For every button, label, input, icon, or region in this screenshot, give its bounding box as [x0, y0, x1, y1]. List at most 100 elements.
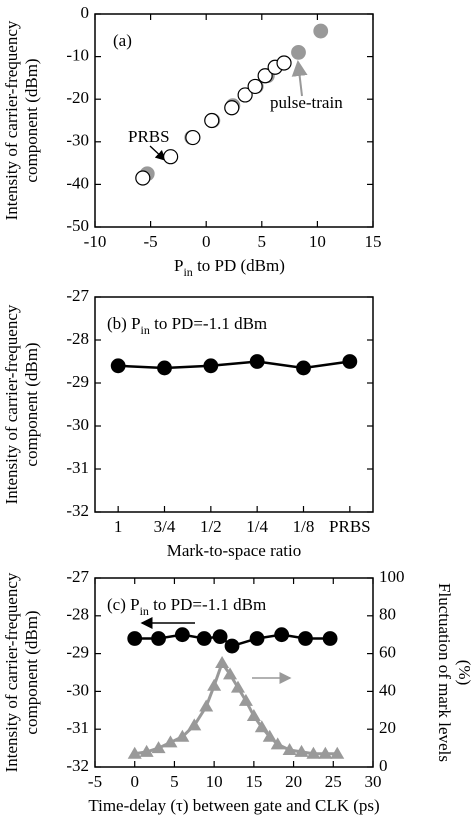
triangle-marker [282, 742, 297, 755]
plot-frame [94, 13, 374, 228]
triangle-marker [318, 746, 333, 759]
x-tick-label: PRBS [329, 517, 371, 536]
x-axis-label: Mark-to-space ratio [167, 541, 302, 560]
x-tick-label: 1/2 [200, 517, 222, 536]
series-line [134, 633, 331, 648]
triangle-marker [139, 744, 154, 757]
x-axis-label-part: P [174, 256, 183, 275]
y2-tick-label: 100 [379, 567, 405, 586]
point [298, 631, 313, 646]
y-tick-label: -30 [66, 415, 89, 434]
triangle-marker [207, 678, 222, 691]
y2-tick-label: 60 [379, 643, 396, 662]
y-axis-label: Intensity of carrier-frequency [2, 572, 21, 772]
triangle-marker [270, 737, 285, 750]
x-tick-label: 1 [114, 517, 123, 536]
series-label: pulse-train [270, 93, 343, 112]
plot-frame [94, 577, 374, 768]
y-tick-label: -30 [66, 680, 89, 699]
point [127, 631, 143, 646]
triangle-marker [151, 741, 166, 754]
triangle-marker [262, 729, 277, 742]
y-axis-label: Intensity of carrier-frequency [2, 20, 21, 220]
point [237, 87, 253, 103]
triangle-marker [127, 746, 142, 759]
point [204, 112, 220, 129]
x-tick-label: -10 [84, 232, 107, 251]
y-tick-label: -31 [66, 718, 89, 737]
x-axis-label: Time-delay (τ) between gate and CLK (ps) [88, 796, 379, 815]
x-tick-label: 10 [309, 232, 326, 251]
point [135, 170, 151, 186]
triangle-marker [294, 744, 309, 757]
triangle-marker [175, 729, 190, 742]
point [196, 631, 212, 646]
y2-tick-label: 40 [379, 680, 396, 699]
y-tick-label: -28 [66, 605, 89, 624]
y-axis-label: component (dBm) [22, 610, 41, 734]
y-axis-label: component (dBm) [22, 342, 41, 466]
series-label: PRBS [128, 127, 170, 146]
x-tick-label: -5 [144, 232, 158, 251]
y-tick-label: -32 [66, 756, 89, 775]
y2-tick-label: 0 [379, 756, 388, 775]
x-tick-label: 5 [258, 232, 267, 251]
y-tick-label: -32 [66, 501, 89, 520]
x-tick-label: 5 [170, 772, 179, 791]
arrow [291, 60, 308, 97]
y2-tick-label: 80 [379, 605, 396, 624]
point [212, 629, 228, 644]
y-tick-label: -30 [66, 131, 89, 150]
y-tick-label: -27 [66, 286, 89, 305]
x-tick-label: 0 [130, 772, 139, 791]
x-axis-label: Pin to PD (dBm) [174, 256, 285, 279]
point [296, 360, 311, 376]
y-tick-label: -50 [66, 216, 89, 235]
y-tick-label: -40 [66, 173, 89, 192]
y-tick-label: 0 [81, 3, 90, 22]
triangle-marker [199, 699, 214, 712]
x-axis-label-part: to PD (dBm) [193, 256, 285, 275]
point [291, 44, 306, 60]
triangle-marker [330, 746, 345, 759]
series-line [118, 360, 351, 370]
triangle-marker [230, 680, 245, 693]
plot-frame [94, 296, 374, 513]
panel-annotation-part: to PD=-1.1 dBm [149, 595, 266, 614]
point [163, 149, 179, 165]
triangle-marker [254, 720, 269, 733]
x-tick-label: -5 [88, 772, 102, 791]
y-tick-label: -10 [66, 46, 89, 65]
x-tick-label: 20 [285, 772, 302, 791]
point [224, 100, 240, 116]
triangle-marker [215, 656, 230, 669]
y2-tick-label: 20 [379, 718, 396, 737]
triangle-marker [163, 735, 178, 748]
x-tick-label: 25 [325, 772, 342, 791]
x-tick-label: 10 [206, 772, 223, 791]
point [249, 354, 265, 369]
arrow [149, 145, 166, 161]
x-tick-label: 15 [245, 772, 262, 791]
triangle-marker [306, 746, 321, 759]
triangle-marker [246, 708, 261, 721]
x-tick-label: 1/4 [246, 517, 268, 536]
y-axis-label: component (dBm) [22, 58, 41, 182]
y-tick-label: -29 [66, 372, 89, 391]
triangle-marker [187, 718, 202, 731]
point [203, 358, 219, 374]
point [174, 627, 190, 643]
point [274, 627, 290, 643]
y-tick-label: -27 [66, 567, 89, 586]
point [276, 55, 292, 71]
point [185, 129, 201, 146]
panel-annotation-part: in [141, 323, 150, 337]
y-tick-label: -20 [66, 88, 89, 107]
x-tick-label: 15 [365, 232, 382, 251]
panel-label: (a) [113, 31, 132, 50]
panel-annotation-part: (c) P [107, 595, 140, 614]
series-line [134, 659, 338, 756]
point [224, 638, 240, 654]
point [157, 360, 172, 376]
